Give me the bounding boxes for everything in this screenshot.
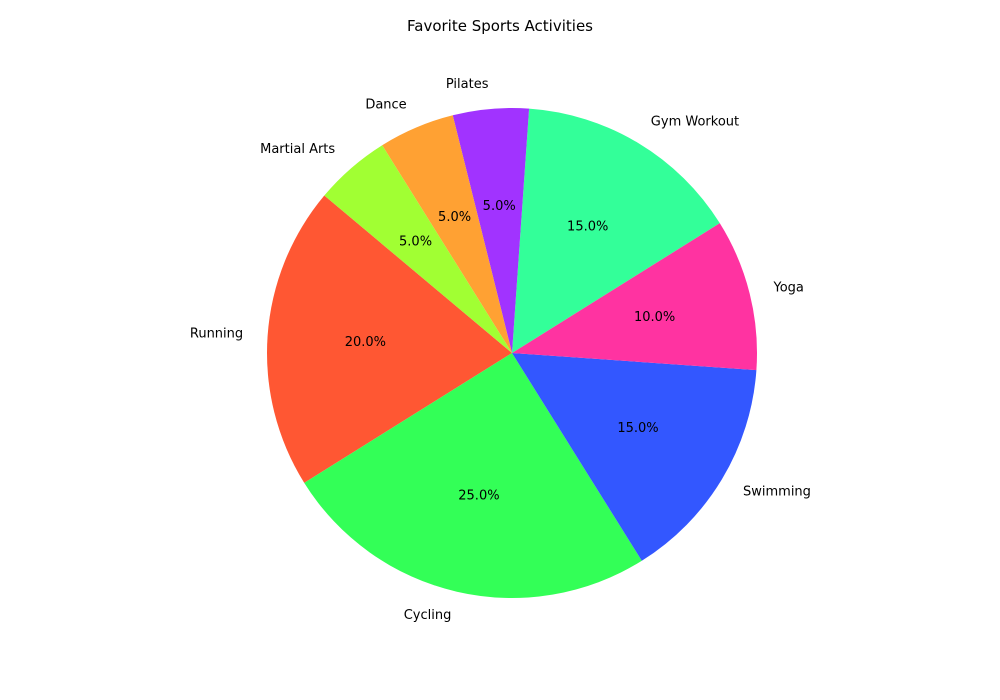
slice-label-gym-workout: Gym Workout: [651, 114, 739, 129]
slice-label-martial-arts: Martial Arts: [260, 142, 335, 157]
slice-label-running: Running: [190, 327, 243, 342]
slice-label-pilates: Pilates: [446, 77, 489, 92]
chart-title: Favorite Sports Activities: [407, 17, 593, 35]
slice-pct-gym-workout: 15.0%: [567, 219, 608, 234]
slice-label-cycling: Cycling: [404, 608, 452, 623]
pie-slice-yoga: [512, 223, 757, 371]
pie-slice-swimming: [512, 353, 757, 561]
slice-pct-yoga: 10.0%: [634, 310, 675, 325]
pie-slice-martial-arts: [324, 145, 512, 353]
pie-labels: Running 20.0% Cycling 25.0% Swimming 15.0% Yog…: [190, 77, 811, 623]
slice-label-swimming: Swimming: [743, 484, 811, 499]
pie-slice-running: [267, 195, 512, 483]
pie-slice-gym-workout: [512, 108, 720, 354]
slice-pct-running: 20.0%: [345, 335, 386, 350]
slice-pct-martial-arts: 5.0%: [399, 235, 432, 250]
slice-pct-dance: 5.0%: [438, 210, 471, 225]
pie-slices: [267, 107, 757, 598]
pie-slice-dance: [382, 115, 512, 353]
slice-pct-cycling: 25.0%: [458, 489, 499, 504]
slice-label-yoga: Yoga: [772, 280, 803, 295]
slice-pct-pilates: 5.0%: [483, 199, 516, 214]
slice-pct-swimming: 15.0%: [617, 421, 658, 436]
pie-slice-cycling: [304, 353, 642, 598]
pie-slice-pilates: [452, 107, 530, 353]
slice-label-dance: Dance: [365, 97, 406, 112]
